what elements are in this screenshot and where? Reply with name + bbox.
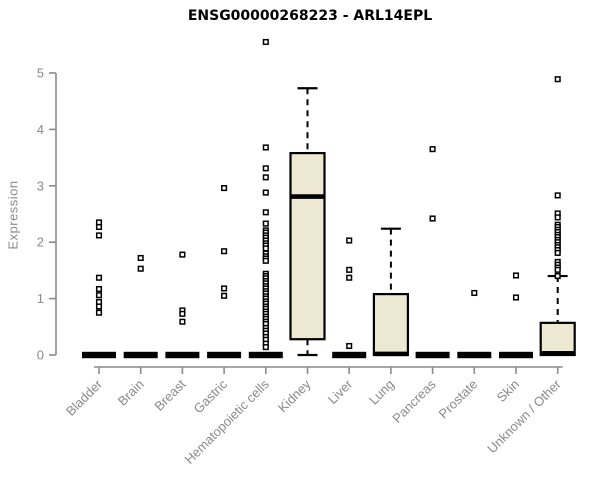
outlier-point [179,310,186,317]
x-category-label: Lung [366,377,397,408]
outlier-point [554,214,561,221]
collapsed-box-8 [415,351,450,359]
outlier-point [262,245,269,252]
outlier-point [179,251,186,258]
outlier-point [512,294,520,301]
x-category-label: Skin [494,377,522,405]
outlier-point [429,215,436,222]
y-tick-label: 2 [37,235,44,250]
outlier-point [137,265,144,272]
outlier-point [262,38,269,46]
y-tick-label: 0 [37,348,44,363]
x-category-label: Liver [325,376,356,407]
outlier-point [262,189,269,196]
x-category-label: Pancreas [389,376,439,426]
outlier-point [221,185,228,192]
collapsed-box-3 [207,351,242,359]
box-11 [539,321,576,357]
outlier-point [221,248,228,255]
outlier-point [95,223,103,231]
outlier-point [95,232,103,239]
x-category-label: Breast [151,376,188,413]
outlier-point [95,309,103,316]
outlier-point [554,76,561,83]
outlier-point [346,237,353,244]
x-category-label: Prostate [436,377,481,422]
outlier-point [346,266,353,273]
outlier-point [262,257,269,264]
chart-title: ENSG00000268223 - ARL14EPL [187,8,433,24]
box-7 [372,292,409,357]
outlier-point [95,285,103,293]
collapsed-box-2 [165,351,200,359]
x-category-label: Kidney [275,376,314,415]
outlier-point [554,266,561,273]
outlier-point [262,220,269,227]
outlier-point [262,165,269,172]
y-tick-label: 3 [37,178,44,193]
outlier-point [471,289,478,297]
x-category-label: Bladder [63,376,106,419]
y-tick-label: 4 [37,122,44,137]
outlier-point [554,272,561,280]
collapsed-box-1 [123,351,158,359]
outlier-point [346,274,353,281]
outlier-point [346,342,353,350]
outlier-point [554,249,561,256]
x-category-label: Gastric [191,376,231,416]
outlier-point [221,285,228,292]
box-5 [289,151,326,341]
collapsed-box-9 [457,351,492,359]
collapsed-box-10 [499,351,533,359]
outlier-point [95,274,103,281]
x-category-label: Brain [115,377,147,409]
outlier-point [429,146,436,153]
outlier-point [221,292,228,299]
x-category-label: Unknown / Other [484,376,564,456]
outlier-point [262,344,269,351]
outlier-point [95,303,103,310]
outlier-point [262,144,269,151]
outlier-point [95,292,103,299]
outlier-point [512,272,520,279]
y-tick-label: 1 [37,291,44,306]
outlier-point [262,174,269,181]
outlier-point [179,318,186,325]
collapsed-box-0 [82,351,116,359]
outlier-point [137,254,144,262]
outlier-point [554,192,561,199]
collapsed-box-6 [332,351,367,359]
y-tick-label: 5 [37,66,44,81]
collapsed-box-4 [248,351,283,359]
outlier-point [262,209,269,216]
